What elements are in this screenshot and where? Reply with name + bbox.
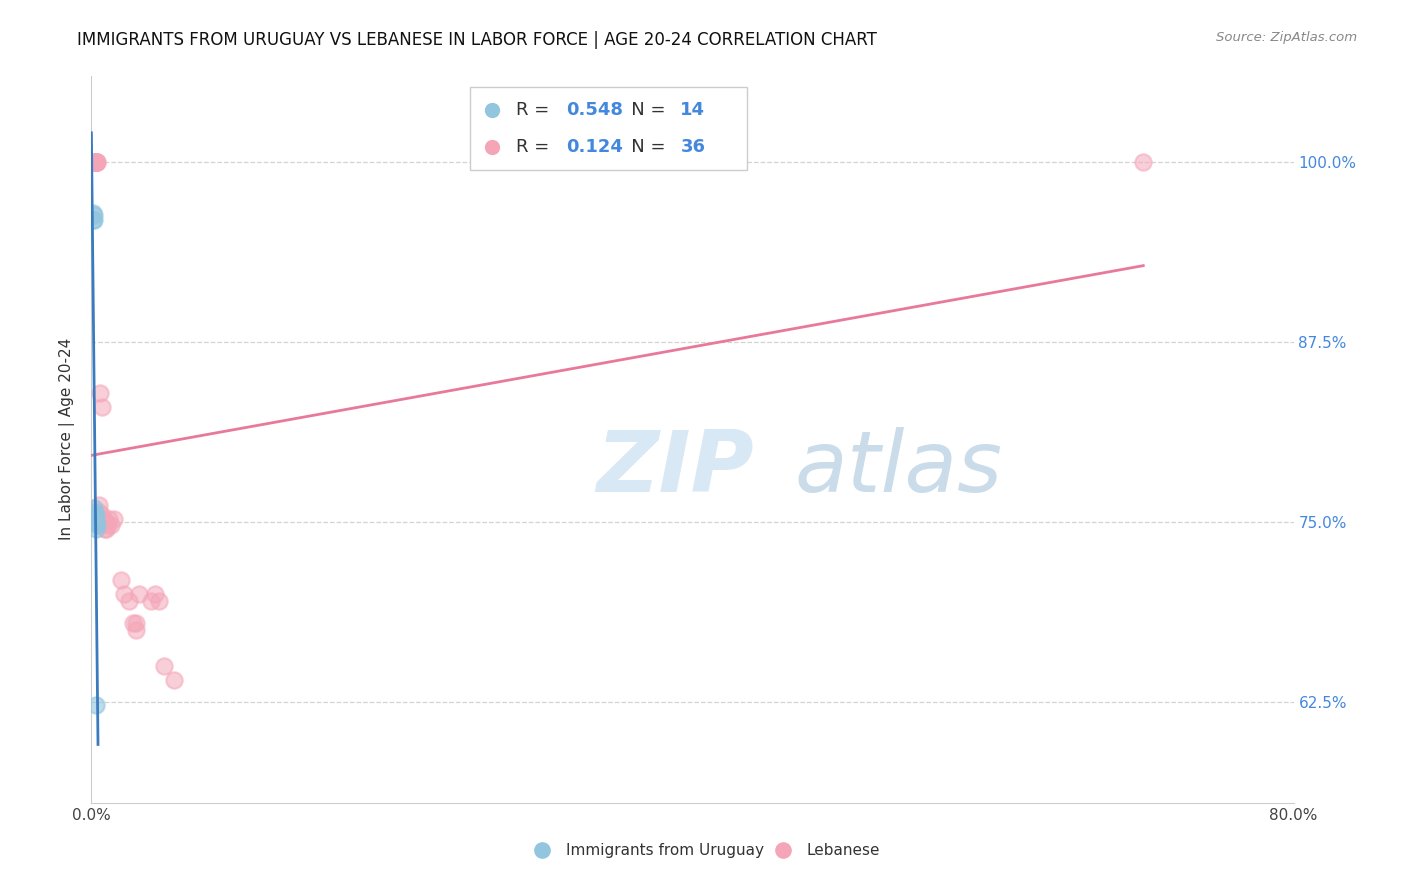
Point [84, 155, 107, 169]
Text: IMMIGRANTS FROM URUGUAY VS LEBANESE IN LABOR FORCE | AGE 20-24 CORRELATION CHART: IMMIGRANTS FROM URUGUAY VS LEBANESE IN L… [77, 31, 877, 49]
Text: 14: 14 [681, 101, 706, 120]
Point [128, 587, 150, 601]
Point [83, 505, 105, 519]
Text: Immigrants from Uruguay: Immigrants from Uruguay [567, 843, 765, 857]
Point [148, 594, 170, 608]
Point [94, 522, 117, 536]
Point [125, 615, 148, 630]
Point [1132, 155, 1154, 169]
Point [84, 515, 107, 529]
Point [87, 498, 110, 512]
Point [83, 508, 105, 522]
Text: R =: R = [516, 138, 561, 156]
Point [87, 510, 110, 524]
Point [152, 659, 174, 673]
Point [84, 698, 107, 712]
Point [84, 155, 107, 169]
Point [82, 205, 104, 219]
Point [83, 510, 105, 524]
Point [143, 587, 166, 601]
Text: Lebanese: Lebanese [807, 843, 880, 857]
Text: Source: ZipAtlas.com: Source: ZipAtlas.com [1216, 31, 1357, 45]
Text: R =: R = [516, 101, 561, 120]
Point [90, 400, 112, 414]
Point [86, 518, 108, 533]
Point [84, 508, 107, 522]
Text: 0.548: 0.548 [567, 101, 623, 120]
Point [96, 522, 118, 536]
Point [84, 515, 107, 529]
Point [84, 522, 107, 536]
Point [110, 573, 132, 587]
Point [84, 155, 107, 169]
Point [83, 212, 105, 227]
Point [90, 508, 112, 522]
Point [163, 673, 186, 688]
Point [97, 518, 120, 533]
Text: 36: 36 [681, 138, 706, 156]
Point [103, 512, 125, 526]
Point [89, 385, 111, 400]
Point [82, 212, 104, 227]
Point [84, 155, 107, 169]
Point [93, 515, 115, 529]
Point [83, 155, 105, 169]
Point [84, 155, 107, 169]
Point [84, 155, 107, 169]
Text: atlas: atlas [794, 427, 1002, 510]
Text: 0.124: 0.124 [567, 138, 623, 156]
Point [125, 623, 148, 637]
Y-axis label: In Labor Force | Age 20-24: In Labor Force | Age 20-24 [59, 338, 76, 541]
Point [96, 515, 118, 529]
Point [83, 209, 105, 223]
Point [86, 155, 108, 169]
Text: ZIP: ZIP [596, 427, 754, 510]
Point [87, 505, 110, 519]
Point [83, 500, 105, 515]
Text: N =: N = [614, 101, 672, 120]
Point [100, 518, 122, 533]
Point [98, 512, 121, 526]
Point [118, 594, 141, 608]
Point [114, 587, 136, 601]
Point [141, 594, 163, 608]
Text: N =: N = [614, 138, 672, 156]
FancyBboxPatch shape [470, 87, 747, 170]
Point [122, 615, 145, 630]
Point [86, 155, 108, 169]
